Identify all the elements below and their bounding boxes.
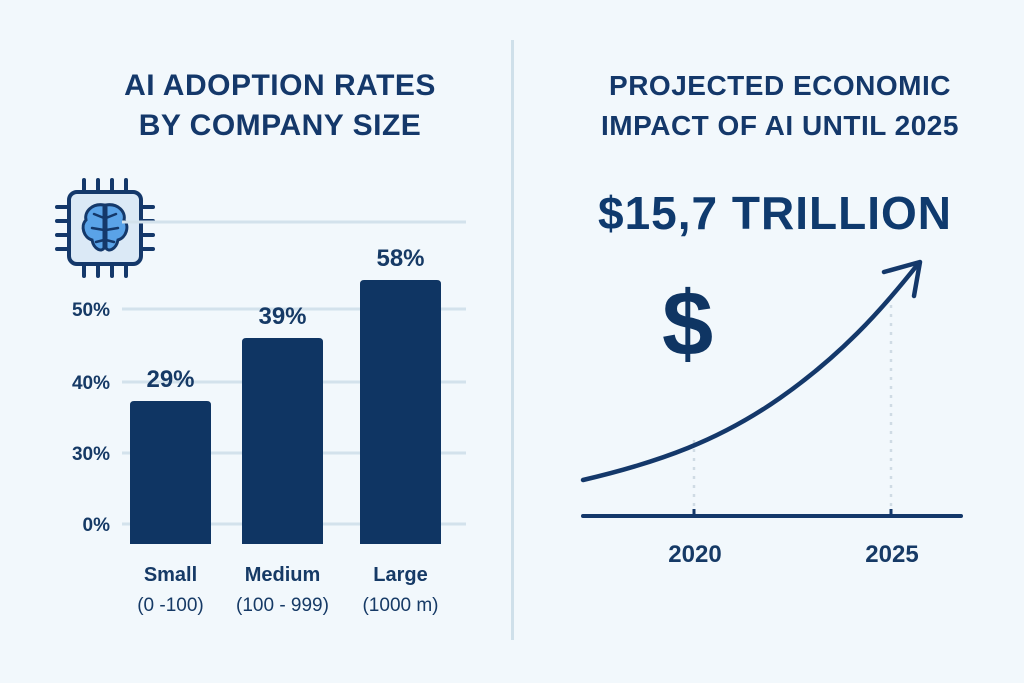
x-tick-label-2020: 2020 (668, 541, 721, 568)
dollar-sign-icon: $ (662, 273, 714, 375)
right-title-line-1: PROJECTED ECONOMIC (609, 70, 951, 101)
category-label: Small (144, 564, 197, 586)
y-tick-label: 40% (72, 373, 110, 394)
category-sublabel: (1000 m) (362, 595, 438, 616)
trend-line (580, 261, 921, 483)
category-label: Large (373, 564, 427, 586)
economic-impact-value: $15,7 TRILLION (598, 187, 952, 239)
category-sublabel: (0 -100) (137, 595, 204, 616)
category-label: Medium (245, 564, 321, 586)
y-tick-label: 30% (72, 444, 110, 465)
bar-value-label: 58% (376, 245, 424, 272)
right-chart-title: PROJECTED ECONOMIC IMPACT OF AI UNTIL 20… (560, 66, 1000, 146)
left-title-line-2: BY COMPANY SIZE (138, 109, 422, 142)
trend-arrow-head-icon (881, 259, 923, 299)
bar-large (360, 280, 441, 544)
y-tick-label: 0% (83, 515, 111, 536)
ai-chip-brain-icon (55, 178, 155, 278)
bar-value-label: 29% (146, 366, 194, 393)
bar-value-label: 39% (258, 303, 306, 330)
right-title-line-2: IMPACT OF AI UNTIL 2025 (601, 110, 959, 141)
x-tick-label-2025: 2025 (865, 541, 918, 568)
left-title-line-1: AI ADOPTION RATES (124, 69, 436, 102)
y-tick-label: 50% (72, 300, 110, 321)
bar-medium (242, 338, 323, 544)
bar-small (130, 401, 211, 544)
left-chart-title: AI ADOPTION RATES BY COMPANY SIZE (80, 66, 480, 146)
category-sublabel: (100 - 999) (236, 595, 329, 616)
panel-divider (511, 40, 514, 640)
economic-impact-line-chart: 2020 2025 (580, 259, 963, 568)
